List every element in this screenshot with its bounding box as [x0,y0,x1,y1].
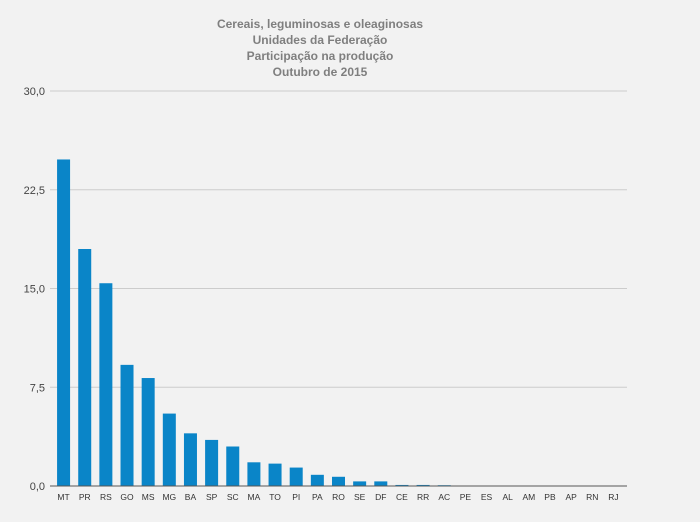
x-tick-label: MT [57,492,69,502]
x-tick-label: RS [100,492,112,502]
x-tick-label: MS [142,492,155,502]
x-tick-label: PR [79,492,91,502]
bar-pr [78,249,92,486]
bar-sp [205,439,219,486]
x-axis: MT PR RS GO MS MG BA SP SC MA TO PI PA RO SE DF CE RR AC PE… [50,485,627,502]
bar-ba [183,433,197,486]
x-tick-label: GO [120,492,134,502]
bar-rs [99,283,113,486]
x-tick-label: SC [227,492,239,502]
x-tick-label: AM [522,492,535,502]
bars [57,159,620,486]
chart-title: Cereais, leguminosas e oleaginosas Unida… [217,17,423,79]
chart-title-line-1: Cereais, leguminosas e oleaginosas [217,17,423,31]
x-tick-label: DF [375,492,386,502]
y-tick-label: 30,0 [24,86,45,98]
bar-mg [162,413,176,486]
x-tick-label: TO [269,492,281,502]
x-tick-label: PE [460,492,472,502]
x-tick-label: RR [417,492,429,502]
bar-to [268,463,282,486]
x-tick-label: ES [481,492,493,502]
x-tick-label: CE [396,492,408,502]
bar-ce [395,484,409,486]
bar-sc [226,446,240,486]
x-tick-label: AP [565,492,577,502]
chart-title-line-4: Outubro de 2015 [273,65,368,79]
x-tick-label: RN [586,492,598,502]
y-axis: 0,0 7,5 15,0 22,5 30,0 [24,86,45,493]
y-tick-label: 15,0 [24,284,45,296]
bar-ms [141,378,155,486]
bar-mt [57,159,71,486]
x-tick-label: PI [292,492,300,502]
bar-pa [310,474,324,486]
x-tick-label: RO [332,492,345,502]
bar-ma [247,462,261,486]
x-tick-label: RJ [608,492,618,502]
bar-pi [289,467,303,486]
bar-go [120,364,134,486]
x-tick-label: BA [185,492,197,502]
chart-title-line-3: Participação na produção [247,49,394,63]
gridlines [50,90,627,388]
y-tick-label: 22,5 [24,185,45,197]
x-tick-label: SP [206,492,218,502]
x-tick-label: AL [502,492,513,502]
x-tick-label: PB [544,492,556,502]
bar-se [353,481,367,486]
chart-title-line-2: Unidades da Federação [253,33,388,47]
x-tick-label: PA [312,492,323,502]
bar-rr [416,484,430,486]
bar-df [374,481,388,486]
y-tick-label: 7,5 [30,382,45,394]
x-tick-label: SE [354,492,366,502]
y-tick-label: 0,0 [30,481,45,493]
x-tick-label: MA [248,492,261,502]
x-tick-label: AC [438,492,450,502]
x-tick-label: MG [162,492,176,502]
bar-ro [332,476,345,486]
